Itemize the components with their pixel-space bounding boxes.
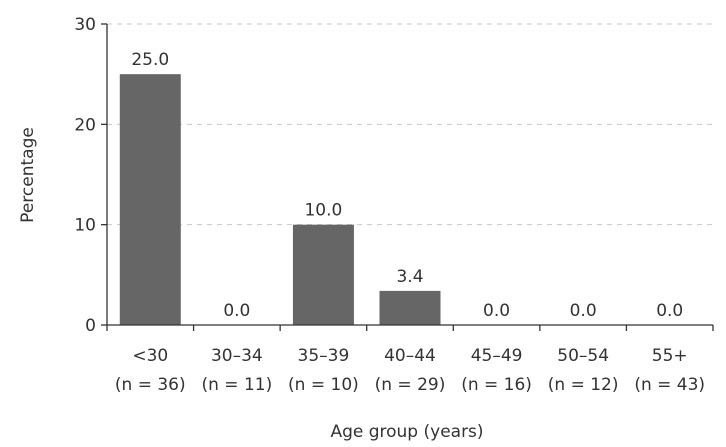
x-tick-sublabel-1: (n = 11) [201, 375, 272, 395]
data-label-2: 10.0 [304, 201, 342, 221]
x-tick-label-2: 35–39 [298, 346, 350, 366]
data-label-0: 25.0 [131, 50, 169, 70]
x-tick-label-4: 45–49 [471, 346, 523, 366]
y-axis-label: Percentage [18, 127, 38, 223]
x-tick-sublabel-3: (n = 29) [375, 375, 446, 395]
x-tick-sublabel-5: (n = 12) [548, 375, 619, 395]
x-tick-label-6: 55+ [652, 346, 688, 366]
x-tick-sublabel-6: (n = 43) [634, 375, 705, 395]
x-tick-label-0: <30 [132, 346, 168, 366]
bars [119, 74, 441, 326]
x-tick-sublabel-0: (n = 36) [115, 375, 186, 395]
grid-lines [107, 23, 713, 226]
data-label-5: 0.0 [570, 301, 597, 321]
x-tick-label-5: 50–54 [557, 346, 609, 366]
data-label-6: 0.0 [656, 301, 683, 321]
bar-0 [119, 74, 181, 326]
bar-3 [379, 290, 441, 325]
x-tick-label-1: 30–34 [211, 346, 263, 366]
labels: 25.0 0.0 10.0 3.4 0.0 0.0 0.0 0 10 20 30 <30 (n = 36… [74, 15, 705, 395]
data-label-3: 3.4 [396, 267, 423, 287]
x-tick-sublabel-2: (n = 10) [288, 375, 359, 395]
data-label-4: 0.0 [483, 301, 510, 321]
x-tick-label-3: 40–44 [384, 346, 436, 366]
data-label-1: 0.0 [223, 301, 250, 321]
x-tick-sublabel-4: (n = 16) [461, 375, 532, 395]
bar-2 [292, 224, 354, 325]
y-tick-label-10: 10 [74, 216, 96, 236]
y-tick-label-20: 20 [74, 115, 96, 135]
axes [101, 23, 714, 331]
y-tick-label-0: 0 [85, 316, 96, 336]
y-tick-label-30: 30 [74, 15, 96, 35]
x-axis-label: Age group (years) [330, 422, 483, 442]
